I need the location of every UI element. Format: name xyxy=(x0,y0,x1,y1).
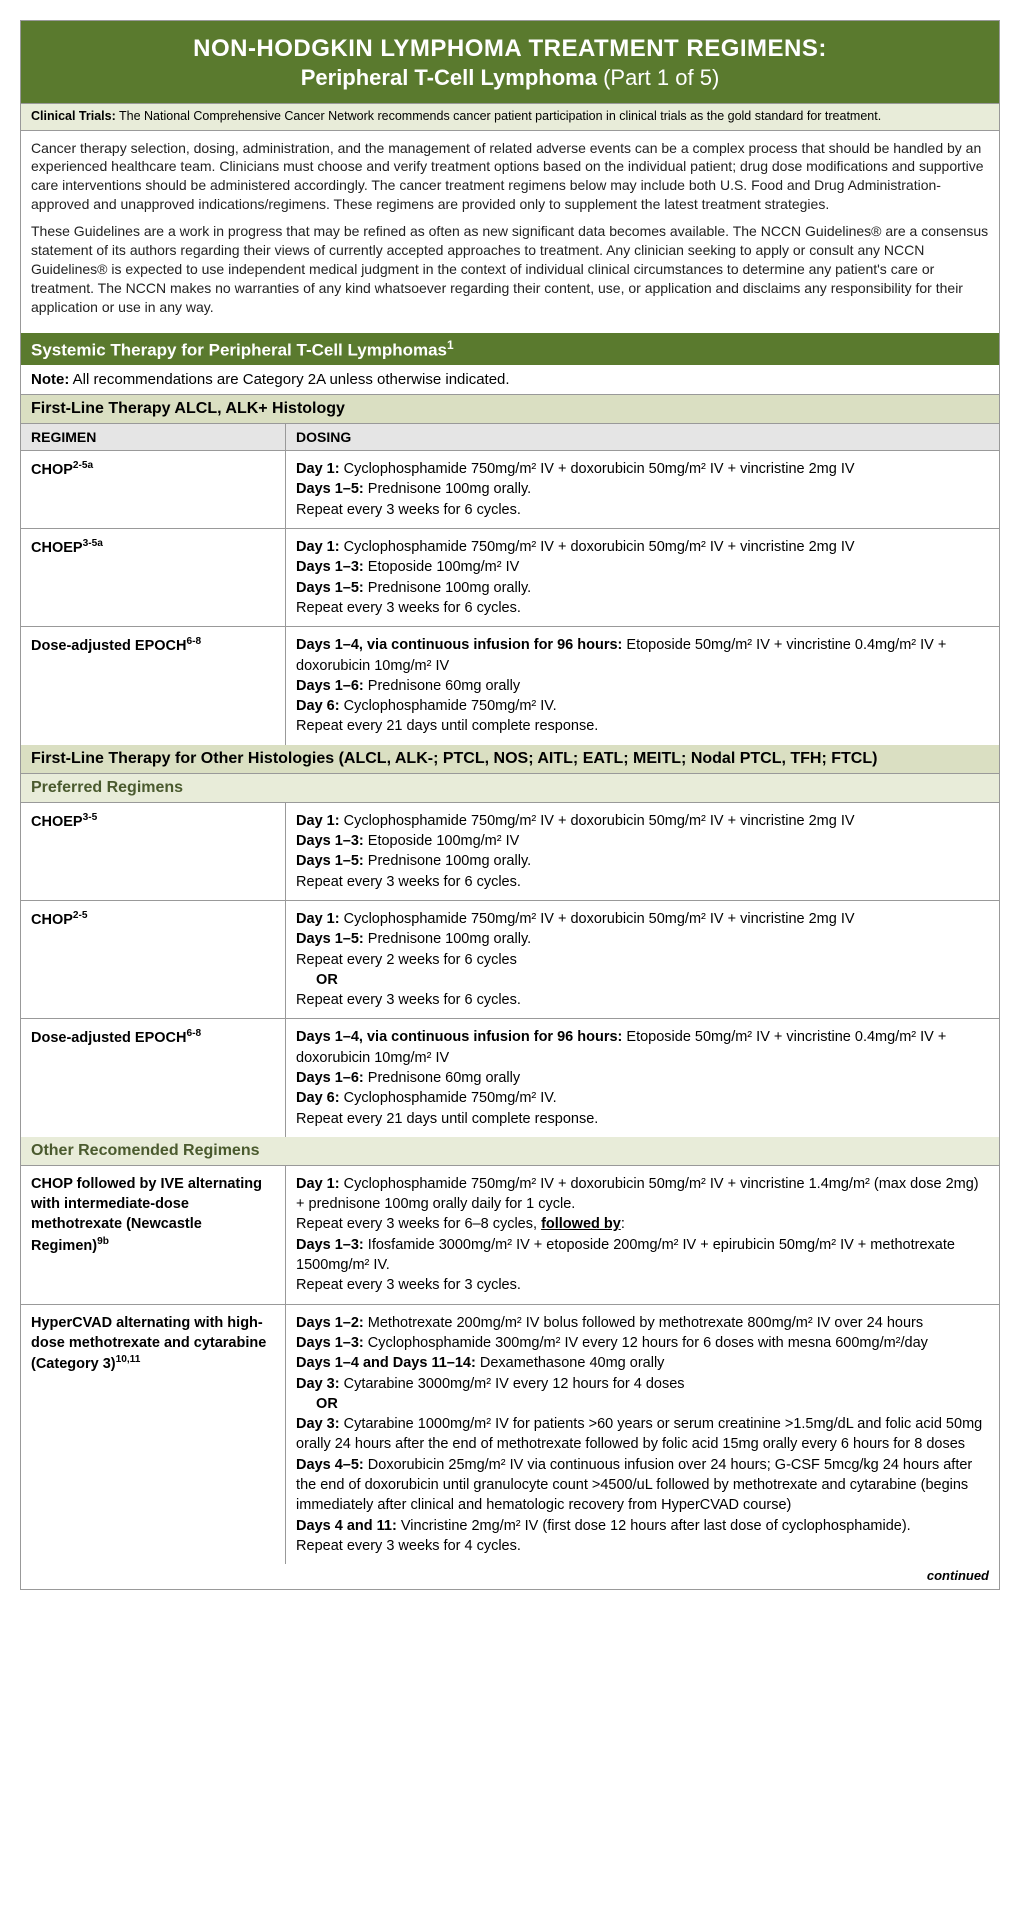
cat2-sub-preferred: Preferred Regimens xyxy=(21,774,999,803)
clinical-trials-label: Clinical Trials: xyxy=(31,109,116,123)
clinical-trials-bar: Clinical Trials: The National Comprehens… xyxy=(21,103,999,131)
dosing-cell: Day 1: Cyclophosphamide 750mg/m² IV + do… xyxy=(285,1166,999,1304)
regimen-cell: CHOEP3-5 xyxy=(21,803,285,900)
cat1-header: First-Line Therapy ALCL, ALK+ Histology xyxy=(21,395,999,424)
cat1-rows: CHOP2-5aDay 1: Cyclophosphamide 750mg/m²… xyxy=(21,451,999,745)
dosing-cell: Day 1: Cyclophosphamide 750mg/m² IV + do… xyxy=(285,529,999,626)
section-header-text: Systemic Therapy for Peripheral T-Cell L… xyxy=(31,340,447,359)
table-row: CHOP followed by IVE alternating with in… xyxy=(21,1166,999,1305)
table-row: Dose-adjusted EPOCH6-8Days 1–4, via cont… xyxy=(21,1019,999,1136)
table-row: CHOP2-5aDay 1: Cyclophosphamide 750mg/m²… xyxy=(21,451,999,529)
cat2-preferred-rows: CHOEP3-5Day 1: Cyclophosphamide 750mg/m²… xyxy=(21,803,999,1137)
note-label: Note: xyxy=(31,371,69,388)
table-row: HyperCVAD alternating with high-dose met… xyxy=(21,1305,999,1565)
column-headers: REGIMEN DOSING xyxy=(21,424,999,451)
regimen-cell: CHOEP3-5a xyxy=(21,529,285,626)
regimen-cell: CHOP followed by IVE alternating with in… xyxy=(21,1166,285,1304)
col-dosing-header: DOSING xyxy=(285,424,999,450)
table-row: CHOEP3-5Day 1: Cyclophosphamide 750mg/m²… xyxy=(21,803,999,901)
document-container: NON-HODGKIN LYMPHOMA TREATMENT REGIMENS:… xyxy=(20,20,1000,1590)
table-row: CHOEP3-5aDay 1: Cyclophosphamide 750mg/m… xyxy=(21,529,999,627)
col-regimen-header: REGIMEN xyxy=(21,424,285,450)
title-bar: NON-HODGKIN LYMPHOMA TREATMENT REGIMENS:… xyxy=(21,21,999,103)
regimen-cell: CHOP2-5a xyxy=(21,451,285,528)
section-header-sup: 1 xyxy=(447,338,454,352)
dosing-cell: Days 1–2: Methotrexate 200mg/m² IV bolus… xyxy=(285,1305,999,1565)
regimen-cell: CHOP2-5 xyxy=(21,901,285,1018)
table-row: CHOP2-5Day 1: Cyclophosphamide 750mg/m² … xyxy=(21,901,999,1019)
note-text: All recommendations are Category 2A unle… xyxy=(73,371,510,388)
dosing-cell: Day 1: Cyclophosphamide 750mg/m² IV + do… xyxy=(285,803,999,900)
dosing-cell: Days 1–4, via continuous infusion for 96… xyxy=(285,1019,999,1136)
note-bar: Note: All recommendations are Category 2… xyxy=(21,365,999,395)
intro-p1: Cancer therapy selection, dosing, admini… xyxy=(31,139,989,215)
sub-title-text: Peripheral T-Cell Lymphoma xyxy=(301,65,597,90)
dosing-cell: Day 1: Cyclophosphamide 750mg/m² IV + do… xyxy=(285,901,999,1018)
regimen-cell: HyperCVAD alternating with high-dose met… xyxy=(21,1305,285,1565)
intro-p2: These Guidelines are a work in progress … xyxy=(31,222,989,316)
regimen-cell: Dose-adjusted EPOCH6-8 xyxy=(21,627,285,744)
cat2-header: First-Line Therapy for Other Histologies… xyxy=(21,745,999,774)
regimen-cell: Dose-adjusted EPOCH6-8 xyxy=(21,1019,285,1136)
continued-label: continued xyxy=(21,1564,999,1589)
cat2-other-rows: CHOP followed by IVE alternating with in… xyxy=(21,1166,999,1564)
cat2-sub-other: Other Recomended Regimens xyxy=(21,1137,999,1166)
section-header: Systemic Therapy for Peripheral T-Cell L… xyxy=(21,333,999,366)
clinical-trials-text: The National Comprehensive Cancer Networ… xyxy=(119,109,881,123)
part-label: (Part 1 of 5) xyxy=(603,65,719,90)
table-row: Dose-adjusted EPOCH6-8Days 1–4, via cont… xyxy=(21,627,999,744)
intro-section: Cancer therapy selection, dosing, admini… xyxy=(21,131,999,333)
main-title: NON-HODGKIN LYMPHOMA TREATMENT REGIMENS: xyxy=(31,35,989,63)
sub-title: Peripheral T-Cell Lymphoma (Part 1 of 5) xyxy=(31,65,989,91)
dosing-cell: Days 1–4, via continuous infusion for 96… xyxy=(285,627,999,744)
dosing-cell: Day 1: Cyclophosphamide 750mg/m² IV + do… xyxy=(285,451,999,528)
